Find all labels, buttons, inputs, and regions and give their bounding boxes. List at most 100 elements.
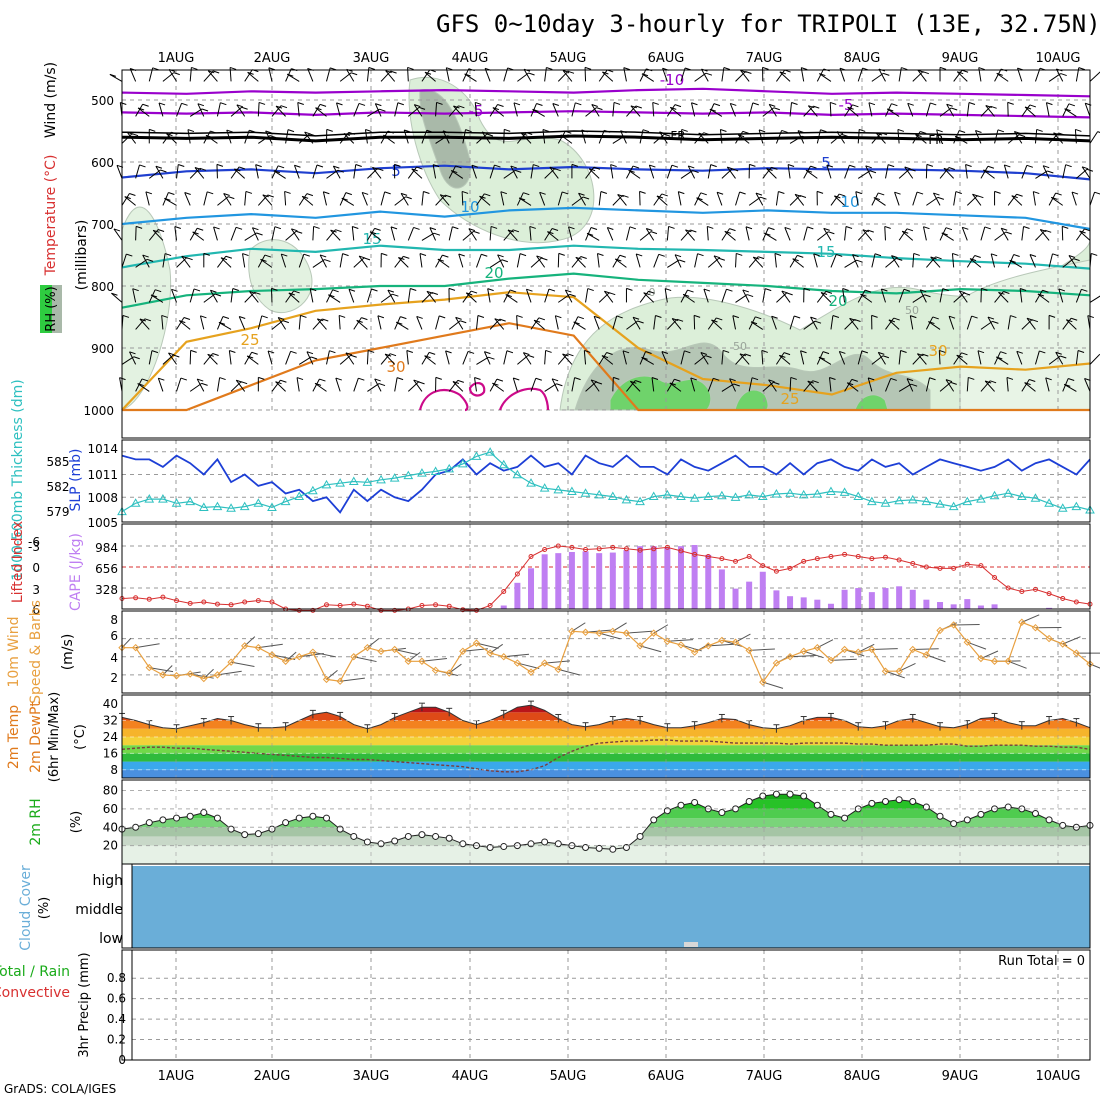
wind-barb [353, 317, 362, 330]
wind-barb [432, 164, 440, 168]
wind-barb [766, 168, 777, 179]
wind-speed-point [213, 671, 222, 679]
wind-barb [421, 352, 430, 365]
wind-barb [214, 293, 222, 297]
thickness-point [1044, 498, 1054, 507]
wind-barb [958, 290, 968, 303]
surface-wind-barb [817, 639, 834, 649]
rh-legend-swatch [52, 285, 62, 333]
wind-barb [374, 103, 382, 117]
wind-barb [591, 104, 598, 108]
rh-point [1004, 803, 1012, 811]
wind-barb [820, 292, 832, 303]
wind-barb [1024, 382, 1036, 392]
wind-barb [606, 227, 614, 241]
wind-barb [246, 355, 259, 365]
wind-barb [1018, 134, 1026, 138]
wind-barb [597, 253, 604, 256]
wind-barb [1075, 350, 1079, 365]
wind-barb [1055, 351, 1062, 355]
li-point [446, 603, 452, 609]
thickness-point [212, 501, 223, 511]
wind-barb [926, 163, 934, 167]
wind-barb [210, 289, 217, 293]
wind-barb [645, 351, 652, 354]
wind-axis-label: Wind (m/s) [43, 62, 59, 138]
wind-barb [1076, 168, 1088, 179]
surface-wind-barb [898, 663, 916, 672]
wind-barb [735, 191, 741, 206]
wind-barb [435, 254, 443, 268]
pressure-tick-label: 500 [91, 94, 114, 108]
wind-barb [1035, 170, 1048, 179]
wind-barb [479, 195, 486, 199]
wind-barb [983, 169, 995, 179]
wind-barb [153, 229, 160, 233]
wind-barb [626, 165, 634, 179]
wind-barb [178, 164, 185, 167]
li-point [910, 561, 916, 566]
wind-barb [152, 229, 164, 241]
wind-barb [705, 72, 713, 76]
li-tick-label: 0 [32, 561, 40, 575]
wind-barb [691, 102, 698, 106]
wind-barb [974, 130, 982, 144]
wind-barb [1042, 289, 1049, 293]
surface-wind-barb [230, 661, 255, 668]
wind-barb [721, 228, 730, 241]
wind-barb [1058, 288, 1064, 303]
wind-barb [247, 71, 254, 75]
wind-barb [571, 377, 576, 392]
cape-bar [882, 588, 889, 609]
wind-barb [975, 130, 982, 133]
wind-barb [672, 318, 679, 321]
wind-barb [656, 195, 664, 199]
wind-barb [664, 288, 668, 303]
wind-barb [303, 253, 310, 257]
wind-barb [836, 131, 844, 135]
wind-barb [1075, 289, 1082, 303]
wind-barb [684, 350, 691, 354]
wind-barb [635, 105, 642, 109]
wind-barb [791, 102, 798, 105]
wind-barb [568, 226, 575, 230]
wind-barb [183, 317, 191, 321]
wind-tick-label: 2 [110, 671, 118, 685]
wind-barb [990, 105, 997, 109]
wind-barb [162, 253, 166, 268]
wind-barb [549, 166, 559, 179]
cape-bar [923, 599, 930, 609]
wind-speed-point [745, 646, 753, 655]
wind-barb [651, 377, 655, 392]
cape-bar [541, 554, 548, 609]
wind-barb [674, 104, 682, 108]
pressure-axis-label: (millibars) [74, 220, 90, 291]
wind-barb [1097, 131, 1100, 133]
wind-barb [256, 232, 263, 236]
surface-wind-barb [217, 670, 242, 676]
wind-barb [544, 168, 556, 179]
wind-barb [509, 289, 517, 293]
wind-barb [933, 192, 941, 206]
wind-barb [575, 256, 582, 260]
wind-barb [233, 168, 246, 179]
wind-barb [985, 105, 995, 117]
wind-barb [591, 104, 600, 117]
wind-barb [898, 350, 902, 365]
wind-barb [703, 288, 711, 292]
lifted-index-axis-label: Lifted Index [10, 521, 26, 603]
wind-barb [901, 67, 908, 71]
wind-barb [139, 318, 150, 330]
wind-barb [319, 254, 327, 268]
wind-barb [933, 192, 940, 196]
wind-barb [155, 289, 162, 293]
wind-barb [132, 288, 137, 303]
wind-barb [1053, 132, 1060, 136]
contour-label: 25 [240, 331, 259, 349]
wind-speed-point [186, 670, 194, 678]
wind-speed-point [581, 628, 590, 636]
wind-barb [666, 104, 676, 117]
wind-barb [729, 228, 736, 232]
wind-barb [716, 192, 723, 206]
